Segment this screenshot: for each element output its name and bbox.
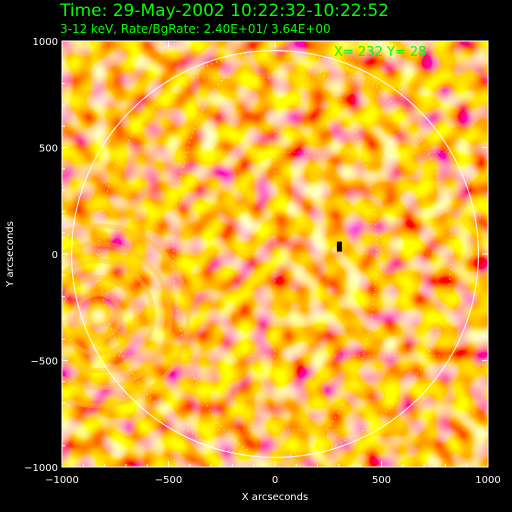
y-axis-label: Y arcseconds — [5, 221, 16, 288]
y-tick-label: 500 — [39, 144, 58, 155]
source-dark — [336, 241, 342, 252]
source-ring — [73, 291, 123, 341]
sources — [84, 241, 342, 330]
x-tick-label: 500 — [372, 475, 391, 486]
source-ring — [62, 223, 191, 409]
solar-limb — [71, 50, 479, 458]
y-tick-label: −1000 — [24, 463, 58, 474]
x-axis-label: X arcseconds — [242, 492, 308, 503]
x-tick-label: −1000 — [45, 475, 79, 486]
source-bright — [84, 302, 112, 330]
axis-ticks — [61, 40, 489, 468]
x-tick-labels: −1000 −500 0 500 1000 — [45, 475, 501, 486]
y-tick-label: 1000 — [33, 37, 58, 48]
x-tick-label: 1000 — [475, 475, 500, 486]
x-tick-label: 0 — [272, 475, 278, 486]
x-tick-label: −500 — [155, 475, 182, 486]
source-dark-halo — [331, 246, 338, 253]
y-tick-labels: −1000 −500 0 500 1000 — [24, 37, 58, 474]
image-area — [62, 41, 488, 467]
y-tick-label: −500 — [31, 357, 58, 368]
y-tick-label: 0 — [52, 250, 58, 261]
header-time: Time: 29-May-2002 10:22:32-10:22:52 — [59, 1, 389, 21]
coord-readout: X= 232 Y= 28 — [334, 45, 426, 60]
source-ring — [62, 241, 173, 391]
header-info: 3-12 keV, Rate/BgRate: 2.40E+01/ 3.64E+0… — [60, 22, 331, 36]
source-ring — [62, 258, 156, 374]
